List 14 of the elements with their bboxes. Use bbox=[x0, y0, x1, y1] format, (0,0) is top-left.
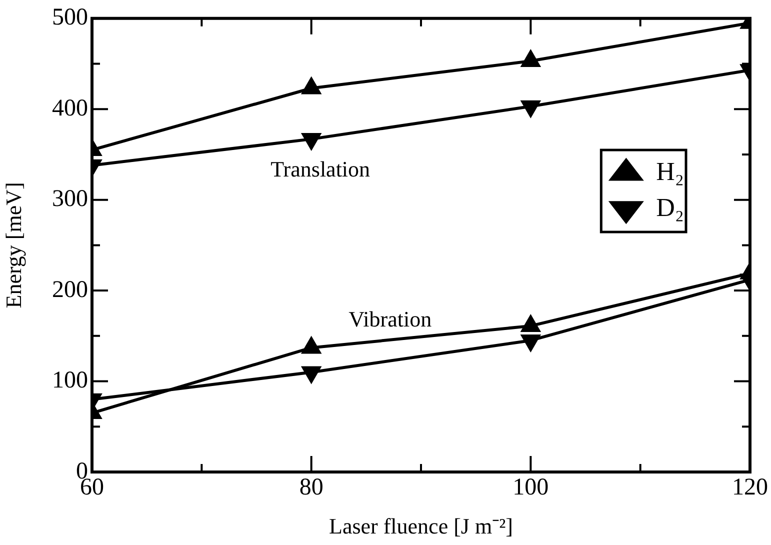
y-tick-label: 300 bbox=[52, 186, 88, 212]
x-tick-label: 120 bbox=[732, 474, 768, 501]
annotation: Translation bbox=[270, 156, 370, 182]
annotation: Vibration bbox=[348, 306, 432, 332]
legend-label: D₂ bbox=[656, 192, 684, 222]
x-axis-title: Laser fluence [J m⁻²] bbox=[328, 514, 514, 539]
y-tick-label: 200 bbox=[52, 276, 88, 303]
y-tick-label: 100 bbox=[52, 368, 88, 394]
y-tick-label: 400 bbox=[52, 95, 88, 122]
x-tick-label: 80 bbox=[299, 474, 324, 501]
y-tick-label: 500 bbox=[52, 4, 88, 31]
legend-label: H₂ bbox=[656, 156, 684, 186]
x-tick-label: 100 bbox=[512, 474, 549, 501]
y-axis-title: Energy [meV] bbox=[0, 182, 26, 308]
